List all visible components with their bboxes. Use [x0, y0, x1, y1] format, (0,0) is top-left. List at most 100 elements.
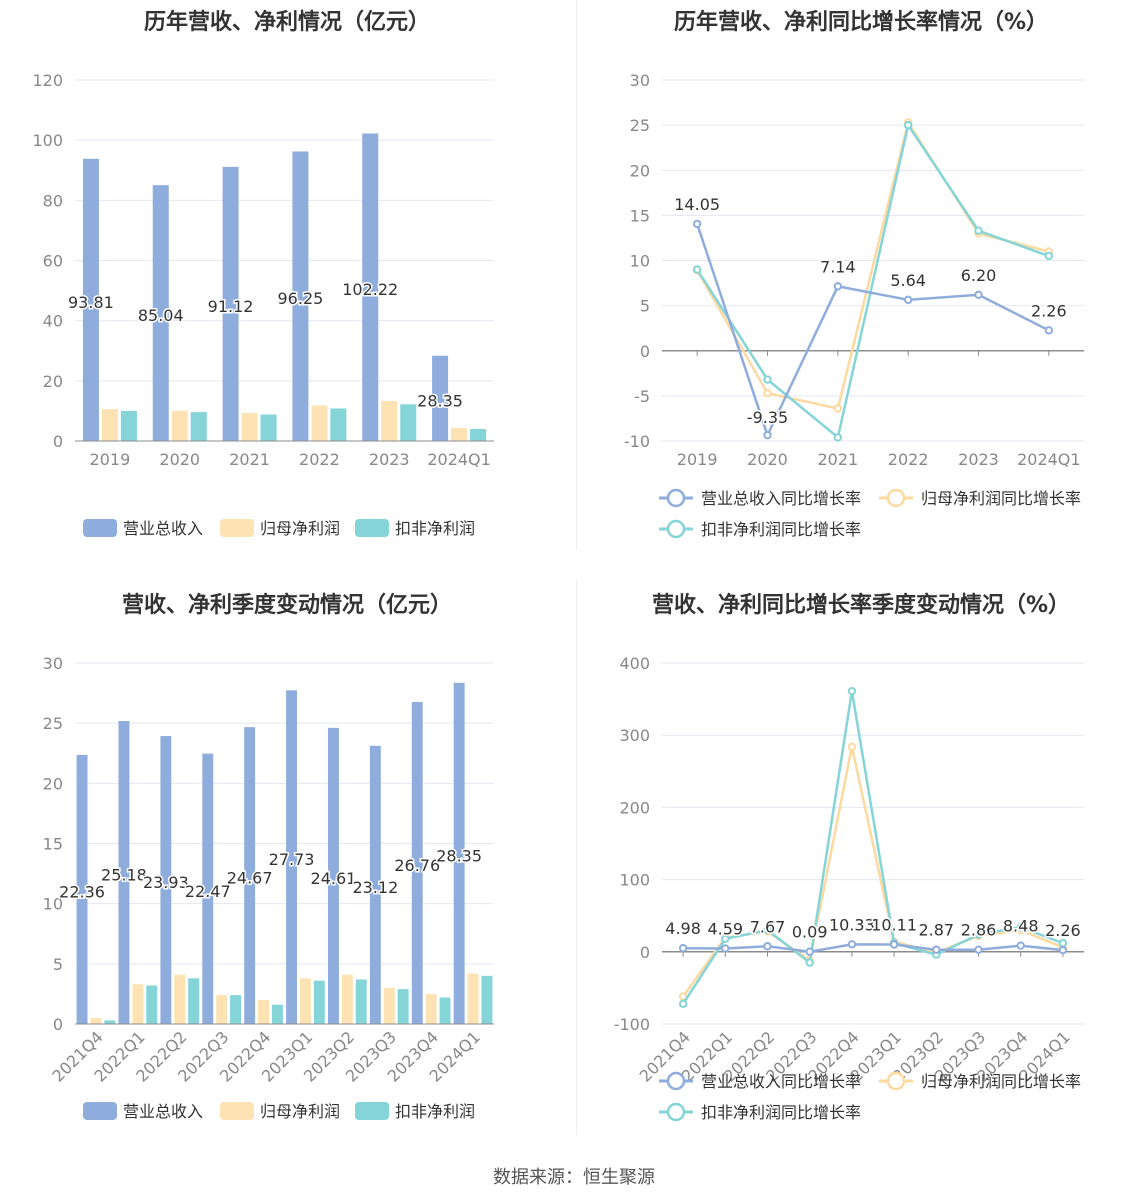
bar — [330, 408, 347, 441]
chart-title: 营收、净利同比增长率季度变动情况（%） — [651, 593, 1071, 618]
data-point — [833, 282, 843, 291]
data-point — [763, 430, 772, 440]
data-label: 102.22 — [342, 280, 398, 299]
series-line — [695, 223, 1050, 439]
data-label: 24.61 — [311, 869, 357, 888]
bar — [369, 745, 381, 1024]
data-point — [763, 388, 772, 398]
legend-label: 营业总收入 — [123, 519, 203, 538]
y-tick-label: -10 — [624, 432, 650, 451]
bar — [190, 412, 207, 441]
bar — [397, 989, 409, 1024]
bar — [425, 993, 437, 1024]
data-point — [903, 120, 913, 130]
chart-annual-growth: -10 -5 0 5 10 15 20 25 30 2019 2020 2021 2022 2023 202… — [624, 71, 1084, 539]
legend-swatch — [355, 1102, 389, 1120]
data-label: 28.35 — [436, 846, 482, 865]
bar — [174, 974, 186, 1024]
data-point — [847, 742, 857, 751]
bar — [82, 158, 99, 441]
y-tick-label: 0 — [640, 342, 650, 361]
bar — [383, 987, 395, 1024]
data-label: 6.20 — [961, 266, 997, 285]
bar — [271, 1004, 283, 1024]
data-point — [932, 945, 941, 954]
data-point — [1058, 938, 1068, 948]
y-tick-label: 30 — [630, 71, 650, 90]
x-tick-label: 2021 — [229, 450, 270, 469]
bar — [244, 727, 256, 1024]
data-label: 23.93 — [143, 873, 189, 892]
legend-label: 归母净利润 — [260, 519, 340, 538]
legend-label: 扣非净利润同比增长率 — [701, 520, 861, 539]
legend-label: 营业总收入 — [123, 1102, 203, 1121]
bar — [160, 736, 172, 1024]
data-point — [974, 945, 983, 954]
data-point — [692, 219, 702, 229]
y-tick-label: 0 — [53, 432, 63, 451]
chart-title: 历年营收、净利情况（亿元） — [143, 10, 430, 35]
y-tick-label: -5 — [634, 387, 650, 406]
y-tick-label: 200 — [619, 798, 650, 817]
x-tick-label: 2024Q1 — [427, 450, 491, 469]
y-tick-label: 400 — [619, 654, 650, 673]
legend-label: 营业总收入同比增长率 — [701, 1072, 861, 1091]
data-point — [833, 404, 843, 413]
bar — [230, 995, 241, 1024]
x-tick-label: 2022 — [888, 450, 929, 469]
bar — [328, 727, 339, 1024]
y-tick-label: 10 — [630, 252, 650, 271]
y-tick-label: 15 — [43, 835, 63, 854]
bar — [470, 428, 487, 441]
y-tick-label: 20 — [630, 161, 650, 180]
data-label: 10.33 — [829, 915, 875, 934]
bar — [188, 978, 200, 1024]
data-point — [903, 295, 913, 305]
data-point — [1016, 923, 1025, 932]
y-tick-label: 60 — [43, 252, 63, 271]
bar — [300, 978, 311, 1024]
bar — [222, 166, 239, 441]
divider — [576, 0, 577, 550]
chart-title: 历年营收、净利同比增长率情况（%） — [673, 10, 1049, 35]
series-line — [682, 690, 1064, 1005]
data-point — [889, 940, 899, 949]
x-tick-label: 2021 — [817, 450, 858, 469]
legend-marker — [666, 519, 686, 539]
bar — [286, 690, 298, 1024]
data-label: 7.14 — [820, 257, 856, 276]
legend-label: 扣非净利润 — [395, 1102, 475, 1121]
legend-label: 归母净利润 — [260, 1102, 340, 1121]
divider — [576, 580, 577, 1135]
data-point — [974, 930, 983, 939]
y-tick-label: 15 — [630, 206, 650, 225]
data-point — [678, 944, 688, 953]
bar — [311, 405, 328, 441]
data-point — [721, 934, 730, 944]
panel-annual-values: 历年营收、净利情况（亿元） 0 20 40 60 80 100 120 2019 2020 202… — [0, 0, 574, 580]
data-label: 96.25 — [278, 289, 324, 308]
bar — [258, 999, 269, 1024]
bar — [90, 1017, 102, 1024]
bar — [313, 980, 325, 1024]
data-label: 93.81 — [68, 293, 114, 312]
data-label: 2.26 — [1031, 301, 1067, 320]
x-tick-label: 2023 — [958, 450, 999, 469]
bar — [432, 355, 449, 441]
data-label: 7.67 — [750, 917, 786, 936]
bar — [341, 974, 353, 1024]
data-point — [763, 375, 772, 384]
legend-label: 归母净利润同比增长率 — [921, 1072, 1081, 1091]
series-line — [682, 746, 1064, 998]
chart-annual-values: 0 20 40 60 80 100 120 2019 2020 2021 2022 2023 2024Q… — [32, 71, 494, 538]
y-tick-label: -100 — [614, 1015, 650, 1034]
data-source: 数据来源：恒生聚源 — [493, 1167, 655, 1188]
y-tick-label: 20 — [43, 372, 63, 391]
legend-label: 扣非净利润 — [395, 519, 475, 538]
x-tick-label: 2023 — [369, 450, 410, 469]
bar — [241, 413, 258, 441]
data-label: 27.73 — [269, 850, 315, 869]
panel-quarterly-growth: 营收、净利同比增长率季度变动情况（%） -100 0 100 200 300 400 202… — [574, 583, 1148, 1163]
data-point — [805, 958, 814, 967]
y-tick-label: 25 — [43, 714, 63, 733]
